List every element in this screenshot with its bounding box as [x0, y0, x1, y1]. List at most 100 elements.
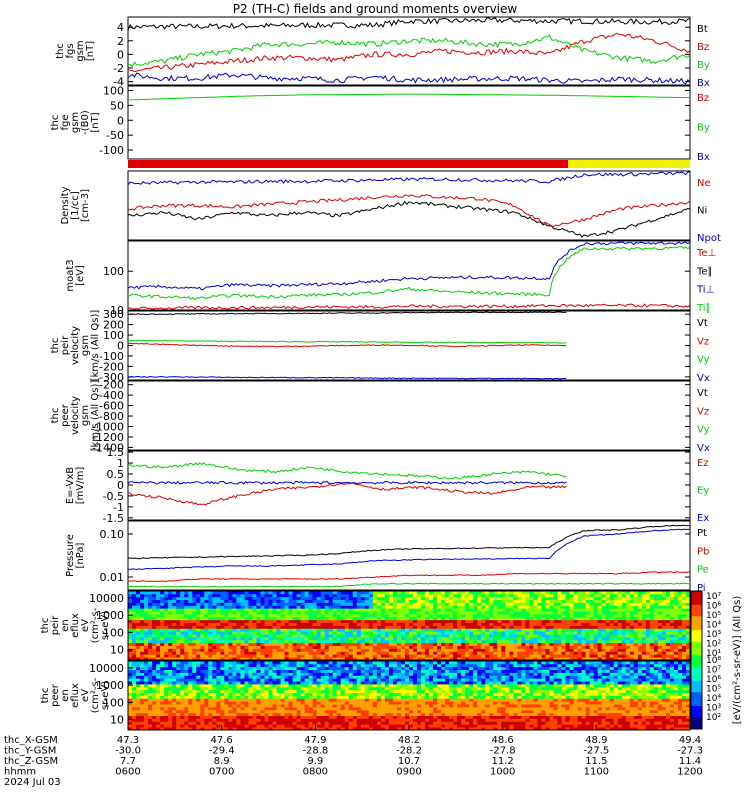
heatmap-cell — [128, 622, 133, 626]
heatmap-cell — [661, 634, 667, 638]
heatmap-cell — [320, 704, 326, 708]
heatmap-cell — [328, 678, 334, 682]
legend-label-efield-0: Ez — [697, 458, 709, 469]
heatmap-cell — [176, 631, 181, 635]
heatmap-cell — [320, 692, 326, 696]
heatmap-cell — [461, 608, 466, 612]
heatmap-cell — [292, 657, 297, 661]
heatmap-cell — [192, 709, 197, 714]
heatmap-cell — [336, 645, 342, 649]
heatmap-cell — [425, 614, 430, 618]
heatmap-cell — [184, 639, 189, 644]
heatmap-cell — [348, 695, 354, 699]
heatmap-cell — [208, 724, 213, 728]
heatmap-cell — [172, 645, 177, 649]
heatmap-cell — [248, 602, 253, 606]
legend-label-efield-1: Ey — [697, 486, 709, 497]
heatmap-cell — [168, 672, 173, 676]
heatmap-cell — [352, 695, 358, 699]
heatmap-cell — [132, 695, 137, 699]
heatmap-cell — [396, 648, 402, 652]
heatmap-cell — [240, 619, 245, 624]
heatmap-cell — [316, 622, 322, 626]
heatmap-cell — [216, 602, 221, 606]
heatmap-cell — [649, 622, 655, 626]
heatmap-cell — [308, 701, 314, 705]
heatmap-cell — [685, 616, 691, 621]
heatmap-cell — [641, 619, 647, 624]
heatmap-cell — [236, 718, 241, 722]
heatmap-cell — [164, 692, 169, 696]
heatmap-cell — [212, 593, 217, 598]
heatmap-cell — [505, 657, 510, 661]
heatmap-cell — [517, 611, 522, 615]
heatmap-cell — [280, 718, 285, 722]
heatmap-cell — [356, 605, 362, 609]
heatmap-cell — [629, 614, 635, 618]
legend-label-pressure-0: Pt — [697, 528, 707, 539]
heatmap-cell — [372, 619, 378, 624]
heatmap-cell — [521, 628, 526, 632]
heatmap-cell — [244, 727, 249, 731]
heatmap-cell — [180, 669, 185, 673]
heatmap-cell — [172, 692, 177, 696]
heatmap-cell — [457, 591, 462, 595]
heatmap-cell — [304, 661, 310, 665]
heatmap-cell — [216, 712, 221, 717]
heatmap-cell — [637, 639, 643, 644]
heatmap-cell — [637, 619, 643, 624]
heatmap-cell — [140, 596, 145, 601]
heatmap-cell — [152, 622, 157, 626]
heatmap-cell — [449, 657, 454, 661]
heatmap-cell — [280, 709, 285, 714]
heatmap-cell — [332, 634, 338, 638]
heatmap-cell — [156, 642, 161, 647]
heatmap-cell — [164, 634, 169, 638]
heatmap-cell — [565, 602, 570, 606]
heatmap-cell — [493, 651, 498, 655]
heatmap-cell — [649, 639, 655, 644]
heatmap-cell — [549, 599, 554, 603]
heatmap-cell — [569, 605, 574, 609]
heatmap-cell — [573, 622, 578, 626]
heatmap-cell — [244, 651, 249, 655]
heatmap-cell — [601, 605, 607, 609]
heatmap-cell — [152, 695, 157, 699]
heatmap-cell — [312, 628, 318, 632]
heatmap-cell — [324, 622, 330, 626]
heatmap-cell — [657, 596, 663, 601]
heatmap-cell — [372, 645, 378, 649]
heatmap-cell — [160, 599, 165, 603]
heatmap-cell — [256, 721, 261, 725]
heatmap-cell — [356, 727, 362, 731]
heatmap-cell — [392, 639, 398, 644]
heatmap-cell — [360, 622, 366, 626]
heatmap-cell — [617, 634, 623, 638]
heatmap-cell — [541, 596, 546, 601]
heatmap-cell — [244, 721, 249, 725]
heatmap-cell — [417, 605, 422, 609]
heatmap-cell — [637, 622, 643, 626]
heatmap-cell — [549, 605, 554, 609]
heatmap-cell — [180, 701, 185, 705]
heatmap-cell — [256, 715, 261, 719]
heatmap-cell — [144, 616, 149, 621]
heatmap-cell — [196, 596, 201, 601]
heatmap-cell — [601, 611, 607, 615]
heatmap-cell — [144, 715, 149, 719]
heatmap-cell — [284, 666, 289, 671]
heatmap-cell — [292, 684, 297, 688]
heatmap-cell — [609, 605, 615, 609]
heatmap-cell — [569, 596, 574, 601]
heatmap-cell — [577, 596, 583, 601]
heatmap-cell — [489, 657, 494, 661]
heatmap-cell — [252, 608, 257, 612]
heatmap-cell — [172, 637, 177, 641]
heatmap-cell — [208, 614, 213, 618]
heatmap-cell — [264, 692, 269, 696]
heatmap-cell — [152, 616, 157, 621]
heatmap-cell — [188, 611, 193, 615]
heatmap-cell — [288, 672, 293, 676]
heatmap-cell — [649, 645, 655, 649]
heatmap-cell — [208, 698, 213, 702]
